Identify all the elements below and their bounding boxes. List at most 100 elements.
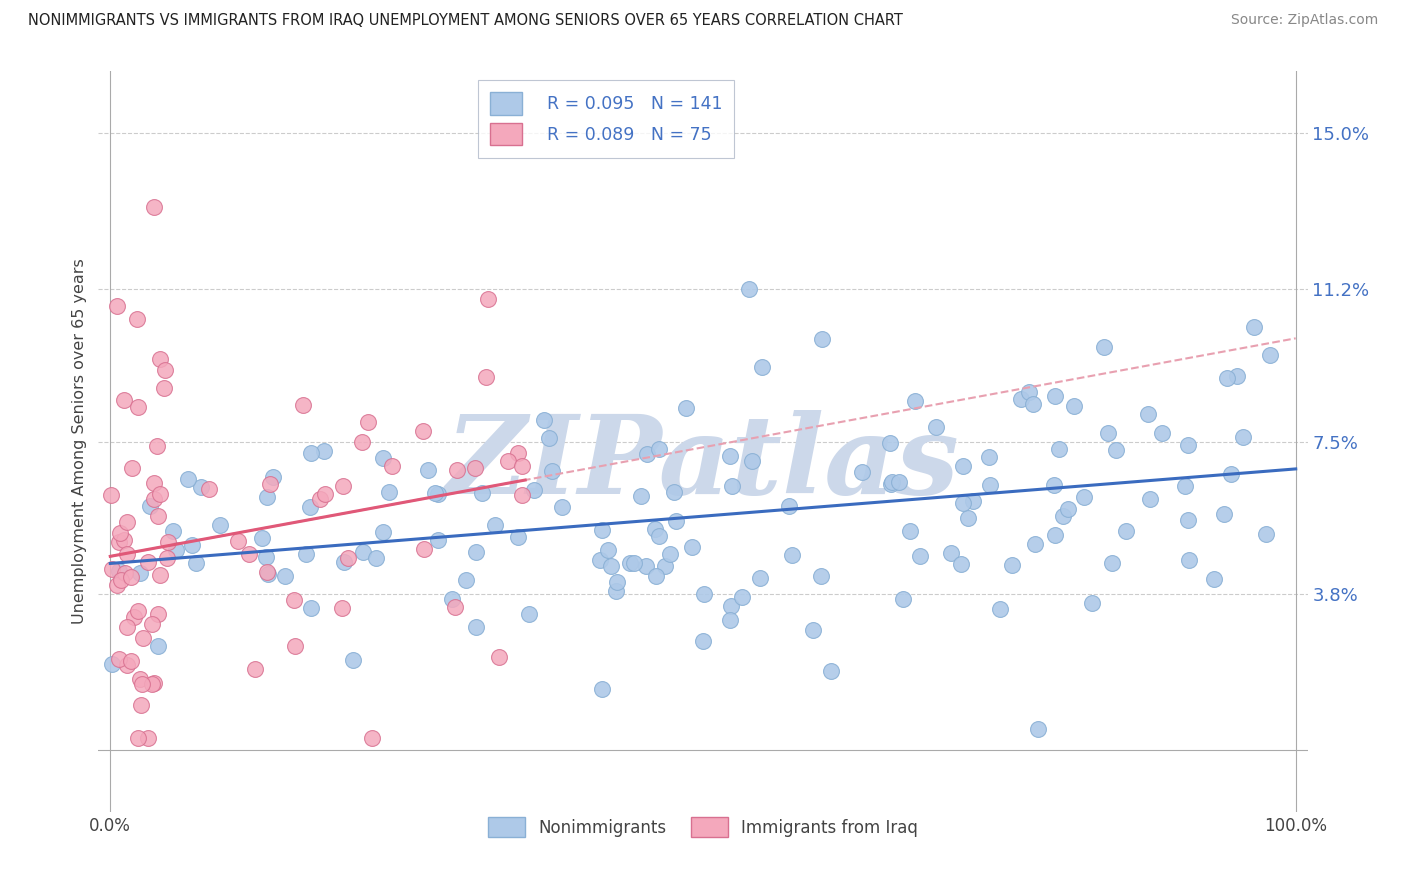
Point <box>1226 369 1249 384</box>
Point <box>1177 438 1199 452</box>
Point <box>361 731 384 745</box>
Point <box>474 370 496 384</box>
Point <box>810 569 832 583</box>
Point <box>1101 556 1123 570</box>
Point <box>1043 477 1066 491</box>
Point <box>681 540 703 554</box>
Point <box>165 542 187 557</box>
Point <box>952 496 974 510</box>
Point <box>1043 389 1066 403</box>
Point <box>373 524 395 539</box>
Point <box>510 488 533 502</box>
Point <box>336 551 359 566</box>
Point <box>146 607 169 621</box>
Point <box>120 654 142 668</box>
Point <box>893 592 915 607</box>
Point <box>105 299 128 313</box>
Point <box>114 566 136 580</box>
Point <box>352 434 374 449</box>
Point <box>208 517 231 532</box>
Point <box>1216 371 1239 385</box>
Point <box>226 533 249 548</box>
Point <box>115 547 138 561</box>
Point <box>108 526 131 541</box>
Point <box>1177 513 1199 527</box>
Point <box>101 562 124 576</box>
Point <box>309 492 332 507</box>
Point <box>851 465 873 479</box>
Point <box>181 539 204 553</box>
Point <box>142 475 165 490</box>
Point <box>142 676 165 690</box>
Point <box>143 200 166 214</box>
Point <box>121 461 143 475</box>
Point <box>659 547 682 561</box>
Point <box>880 475 903 489</box>
Point <box>879 436 901 450</box>
Point <box>977 450 1000 464</box>
Point <box>446 463 468 477</box>
Point <box>540 464 562 478</box>
Point <box>664 485 686 500</box>
Point <box>418 463 440 477</box>
Point <box>127 400 149 414</box>
Point <box>675 401 697 416</box>
Point <box>533 413 555 427</box>
Point <box>887 475 910 489</box>
Point <box>551 500 574 514</box>
Point <box>108 535 131 549</box>
Point <box>636 558 658 573</box>
Point <box>488 650 510 665</box>
Point <box>471 486 494 500</box>
Point <box>598 542 620 557</box>
Point <box>718 614 741 628</box>
Point <box>131 677 153 691</box>
Point <box>517 607 540 621</box>
Point <box>904 393 927 408</box>
Point <box>381 458 404 473</box>
Point <box>112 392 135 407</box>
Point <box>988 602 1011 616</box>
Point <box>1105 442 1128 457</box>
Point <box>591 681 613 696</box>
Point <box>136 731 159 745</box>
Point <box>1115 524 1137 539</box>
Point <box>412 542 434 557</box>
Point <box>522 483 544 497</box>
Point <box>155 363 177 377</box>
Point <box>692 633 714 648</box>
Point <box>245 662 267 676</box>
Point <box>141 677 163 691</box>
Point <box>589 552 612 566</box>
Point <box>127 731 149 745</box>
Point <box>1174 479 1197 493</box>
Point <box>1052 509 1074 524</box>
Point <box>619 557 641 571</box>
Point <box>262 470 284 484</box>
Point <box>811 332 834 346</box>
Point <box>162 524 184 538</box>
Point <box>654 559 676 574</box>
Point <box>364 551 387 566</box>
Point <box>357 415 380 429</box>
Point <box>880 477 903 491</box>
Point <box>1256 527 1278 541</box>
Point <box>780 549 803 563</box>
Point <box>295 547 318 561</box>
Point <box>820 665 842 679</box>
Point <box>1152 425 1174 440</box>
Point <box>1024 537 1046 551</box>
Point <box>105 578 128 592</box>
Point <box>128 672 150 686</box>
Point <box>283 592 305 607</box>
Point <box>741 454 763 468</box>
Point <box>156 535 179 549</box>
Point <box>256 491 278 505</box>
Point <box>148 639 170 653</box>
Point <box>1219 467 1241 481</box>
Point <box>644 522 666 536</box>
Point <box>1204 572 1226 586</box>
Point <box>630 490 652 504</box>
Point <box>538 431 561 445</box>
Point <box>184 556 207 570</box>
